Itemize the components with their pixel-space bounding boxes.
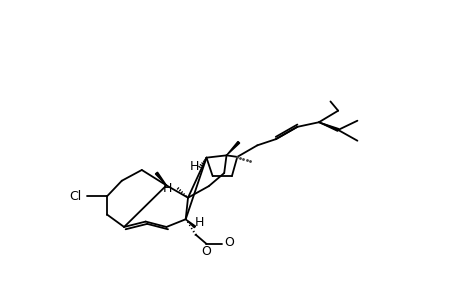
Polygon shape xyxy=(318,122,338,131)
Text: H: H xyxy=(189,160,198,173)
Polygon shape xyxy=(226,142,239,155)
Text: O: O xyxy=(224,236,234,249)
Text: O: O xyxy=(201,245,211,258)
Text: Cl: Cl xyxy=(69,190,82,203)
Polygon shape xyxy=(155,172,166,185)
Text: H: H xyxy=(195,215,204,229)
Polygon shape xyxy=(185,219,195,228)
Text: H: H xyxy=(163,182,172,195)
